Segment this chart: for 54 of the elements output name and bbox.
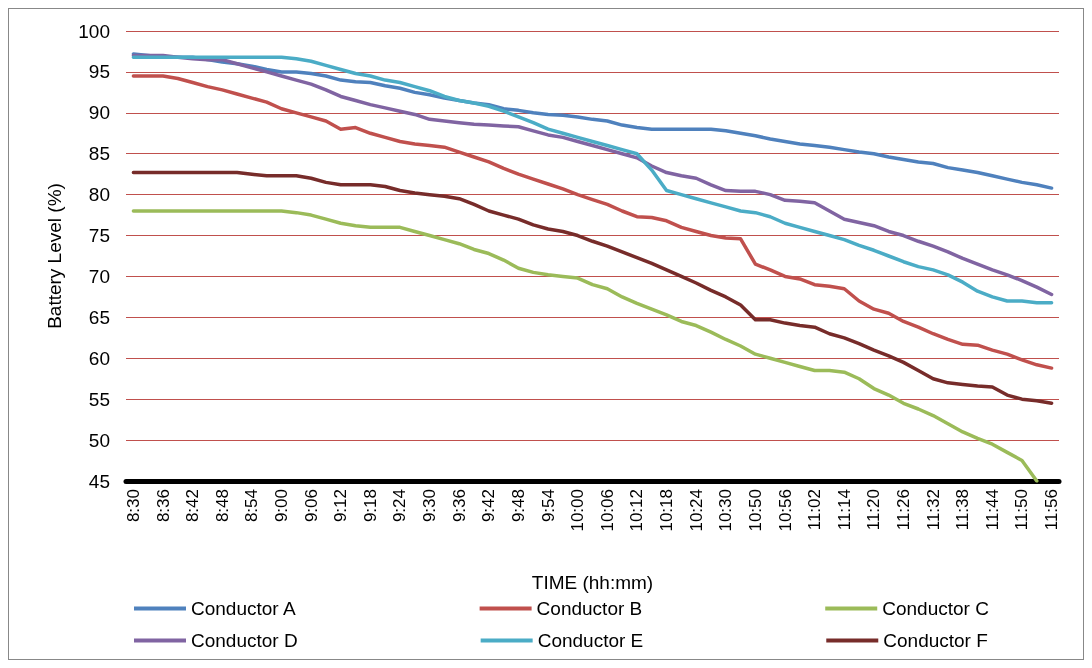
x-tick-label: 9:24 bbox=[390, 489, 410, 523]
x-tick-label: 11:14 bbox=[834, 489, 854, 531]
x-tick-label: 8:30 bbox=[123, 489, 143, 523]
y-tick-label: 65 bbox=[88, 306, 110, 328]
x-tick-label: 8:48 bbox=[212, 489, 232, 523]
y-tick-label: 70 bbox=[88, 265, 110, 287]
x-tick-label: 8:54 bbox=[242, 489, 262, 523]
x-tick-label: 11:02 bbox=[805, 489, 825, 531]
x-tick-label: 10:56 bbox=[775, 489, 795, 532]
legend-label: Conductor B bbox=[536, 598, 643, 619]
x-tick-label: 9:18 bbox=[360, 489, 380, 523]
x-tick-label: 11:32 bbox=[923, 489, 943, 531]
y-tick-label: 90 bbox=[88, 102, 110, 124]
legend-label: Conductor A bbox=[191, 598, 296, 619]
x-tick-label: 11:20 bbox=[864, 489, 884, 531]
x-tick-label: 9:42 bbox=[479, 489, 499, 523]
x-tick-label: 10:30 bbox=[716, 489, 736, 532]
x-tick-label: 8:36 bbox=[153, 489, 173, 523]
y-tick-label: 80 bbox=[88, 184, 110, 206]
x-tick-label: 10:00 bbox=[568, 489, 588, 532]
x-tick-label: 9:06 bbox=[301, 489, 321, 523]
x-tick-label: 11:26 bbox=[894, 489, 913, 531]
x-tick-label: 9:54 bbox=[538, 489, 558, 523]
y-axis-title: Battery Level (%) bbox=[44, 183, 65, 329]
y-tick-label: 55 bbox=[88, 388, 110, 410]
y-tick-label: 50 bbox=[88, 429, 110, 451]
x-tick-label: 11:38 bbox=[953, 489, 973, 531]
y-tick-label: 45 bbox=[88, 470, 110, 492]
x-tick-label: 10:12 bbox=[627, 489, 647, 532]
x-tick-label: 10:06 bbox=[597, 489, 617, 532]
line-series bbox=[131, 209, 1039, 483]
y-tick-label: 60 bbox=[88, 347, 110, 369]
y-tick-label: 75 bbox=[88, 225, 110, 247]
x-tick-label: 10:50 bbox=[745, 489, 765, 532]
x-tick-label: 9:30 bbox=[420, 489, 440, 523]
y-tick-label: 100 bbox=[78, 20, 110, 42]
x-tick-label: 9:12 bbox=[331, 489, 351, 523]
x-tick-label: 8:42 bbox=[183, 489, 203, 523]
y-tick-label: 85 bbox=[88, 143, 110, 165]
legend-label: Conductor E bbox=[537, 630, 644, 651]
line-series bbox=[131, 170, 1054, 406]
x-tick-label: 9:00 bbox=[272, 489, 291, 523]
x-axis-title: TIME (hh:mm) bbox=[531, 572, 654, 593]
x-tick-label: 11:56 bbox=[1042, 489, 1062, 531]
x-tick-label: 11:44 bbox=[982, 489, 1002, 531]
legend-label: Conductor C bbox=[882, 598, 989, 619]
y-tick-label: 95 bbox=[88, 61, 110, 83]
x-tick-label: 9:48 bbox=[508, 489, 528, 523]
x-tick-label: 10:24 bbox=[686, 489, 706, 532]
legend-label: Conductor D bbox=[191, 630, 298, 651]
legend-label: Conductor F bbox=[883, 630, 988, 651]
x-tick-label: 10:18 bbox=[657, 489, 677, 532]
x-tick-label: 11:50 bbox=[1012, 489, 1032, 531]
x-tick-label: 9:36 bbox=[449, 489, 469, 523]
